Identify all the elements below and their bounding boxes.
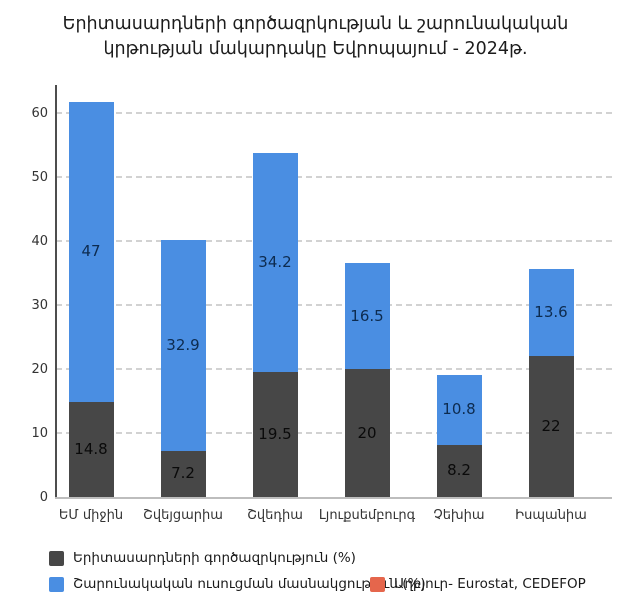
bar-value-label: 13.6 [534, 303, 568, 322]
chart-title-line1: Երիտասարդների գործազրկության և շարունակա… [62, 14, 569, 34]
bar-value-label: 10.8 [442, 400, 476, 419]
gridline [56, 432, 612, 435]
bar-segment-unemployment: 19.5 [252, 372, 298, 497]
bar-value-label: 22 [541, 417, 561, 436]
gridline [56, 176, 612, 179]
bar-value-label: 14.8 [74, 440, 108, 459]
x-axis-label: Շվեդիա [247, 508, 303, 523]
legend-swatch [49, 550, 64, 566]
bar-segment-education: 34.2 [252, 153, 298, 373]
bar-segment-unemployment: 7.2 [160, 450, 206, 497]
x-axis-line [55, 497, 612, 499]
bar-value-label: 16.5 [350, 306, 384, 325]
bar-value-label: 19.5 [258, 425, 292, 444]
bar-segment-education: 32.9 [160, 240, 206, 451]
y-tick-label: 50 [31, 169, 48, 185]
chart-title: Երիտասարդների գործազրկության և շարունակա… [0, 12, 631, 62]
bar-value-label: 32.9 [166, 336, 200, 355]
gridline [56, 304, 612, 307]
x-axis-label: Չեխիա [433, 508, 485, 523]
chart-title-line2: կրթության մակարդակը Եվրոպայում - 2024թ. [103, 39, 528, 59]
legend-item: Շարունակական ուսուցման մասնակցություն (%… [49, 576, 426, 592]
y-tick-label: 0 [39, 489, 48, 505]
y-tick-label: 20 [31, 361, 48, 377]
bar-value-label: 20 [357, 423, 377, 442]
y-tick-label: 30 [31, 297, 48, 313]
x-axis-label: ԵՄ միջին [58, 508, 124, 523]
bar-segment-education: 16.5 [344, 263, 390, 370]
legend-label: Երիտասարդների գործազրկություն (%) [73, 550, 356, 566]
bar-value-label: 7.2 [171, 464, 195, 483]
bar-value-label: 34.2 [258, 253, 292, 272]
bar-segment-education: 47 [68, 101, 114, 403]
bar-segment-unemployment: 8.2 [436, 444, 482, 497]
bar-segment-unemployment: 20 [344, 369, 390, 497]
legend-swatch [370, 576, 385, 592]
y-tick-label: 40 [31, 233, 48, 249]
legend-label: Աղբյուր- Eurostat, CEDEFOP [394, 576, 586, 592]
bar-segment-education: 10.8 [436, 375, 482, 445]
bar-segment-unemployment: 22 [528, 356, 574, 497]
x-axis-label: Լյուքսեմբուրգ [318, 508, 416, 523]
legend-item: Երիտասարդների գործազրկություն (%) [49, 550, 356, 566]
legend-swatch [49, 576, 64, 592]
bar-value-label: 47 [81, 242, 101, 261]
bar-segment-education: 13.6 [528, 269, 574, 357]
x-axis-label: Շվեյցարիա [143, 508, 223, 523]
gridline [56, 240, 612, 243]
gridline [56, 112, 612, 115]
x-axis-label: Իսպանիա [515, 508, 587, 523]
legend-label: Շարունակական ուսուցման մասնակցություն (%… [73, 576, 426, 592]
y-tick-label: 60 [31, 105, 48, 121]
y-axis-line [55, 85, 57, 497]
gridline [56, 368, 612, 371]
bar-value-label: 8.2 [447, 461, 471, 480]
y-tick-label: 10 [31, 425, 48, 441]
legend-item: Աղբյուր- Eurostat, CEDEFOP [370, 576, 586, 592]
bar-segment-unemployment: 14.8 [68, 402, 114, 497]
